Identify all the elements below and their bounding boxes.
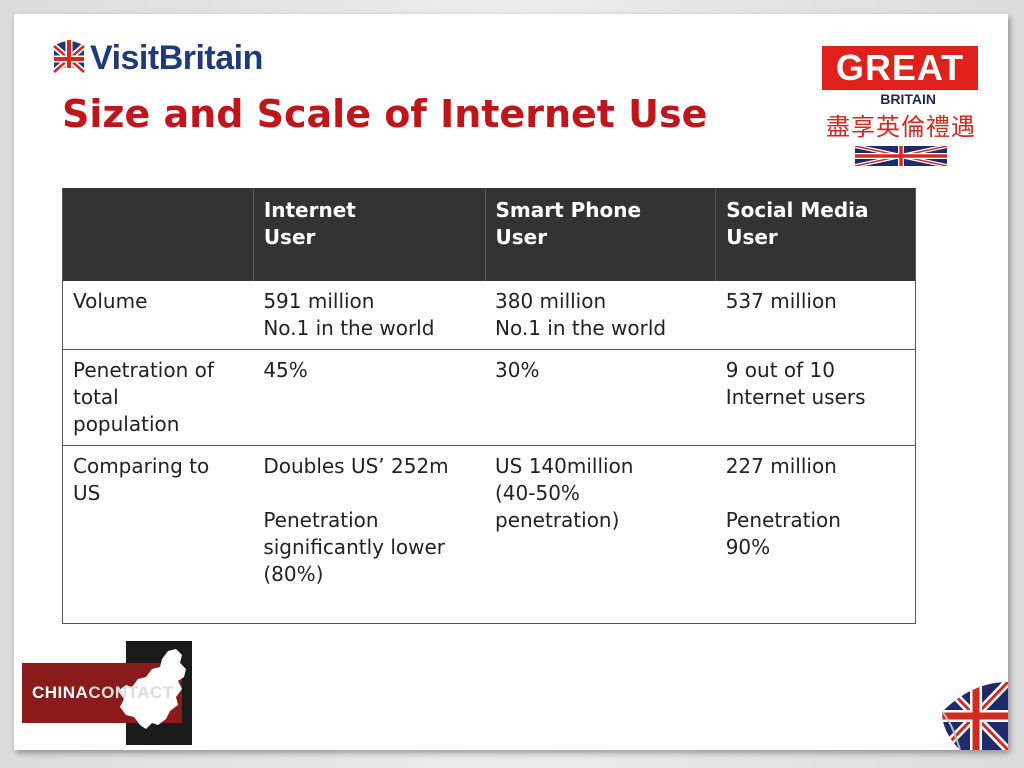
table-header-cell (62, 188, 254, 281)
header-line: Internet (263, 198, 356, 222)
cell-line: 90% (725, 535, 771, 559)
table-cell: 227 million Penetration 90% (715, 445, 916, 624)
cell-line: (80%) (263, 562, 324, 586)
visitbritain-logo: VisitBritain (52, 38, 263, 78)
header-line: Smart Phone (495, 198, 642, 222)
cell-line: 537 million (725, 289, 837, 313)
union-jack-icon (52, 40, 86, 75)
visitbritain-text: VisitBritain (90, 38, 263, 77)
cell-line: (40-50% (495, 481, 580, 505)
table-row: Volume 591 million No.1 in the world 380… (62, 281, 916, 350)
table-cell: 591 million No.1 in the world (253, 281, 485, 350)
table-cell: US 140million (40-50% penetration) (485, 445, 716, 624)
table-cell: 30% (485, 349, 716, 446)
cell-line: penetration) (495, 508, 620, 532)
great-text: GREAT (822, 46, 978, 90)
cell-line: significantly lower (263, 535, 446, 559)
chinacontact-logo: CHINACONTACT (22, 641, 192, 745)
union-jack-icon (942, 682, 1008, 750)
cell-line: total (73, 385, 119, 409)
britain-text: BRITAIN (880, 91, 936, 107)
cell-line: 227 million (725, 454, 837, 478)
table-cell: 380 million No.1 in the world (485, 281, 716, 350)
chinacontact-text-a: CHINA (32, 683, 89, 702)
table-header-cell: Internet User (252, 188, 485, 281)
table-header-cell: Social Media User (715, 188, 916, 281)
table-cell: Doubles US’ 252m Penetration significant… (253, 445, 485, 624)
cell-line: Penetration of (73, 358, 214, 382)
table-row: Penetration of total population 45% 30% … (62, 349, 916, 446)
row-label: Penetration of total population (62, 349, 254, 446)
header-line: User (263, 225, 316, 249)
table-header-row: Internet User Smart Phone User Social Me… (62, 188, 916, 281)
union-jack-icon (855, 146, 947, 166)
cell-line: 45% (263, 358, 308, 382)
cell-line: Comparing to (73, 454, 210, 478)
internet-use-table: Internet User Smart Phone User Social Me… (62, 188, 916, 624)
cell-spacer (263, 480, 475, 507)
china-map-icon (118, 649, 186, 729)
cell-line: 30% (495, 358, 540, 382)
cell-line: Penetration (725, 508, 841, 532)
cell-line: Internet users (725, 385, 866, 409)
cell-line: No.1 in the world (495, 316, 667, 340)
header-line: Social Media (726, 198, 869, 222)
cell-line: US 140million (495, 454, 634, 478)
cell-line: 380 million (495, 289, 607, 313)
table-header-cell: Smart Phone User (484, 188, 716, 281)
chinacontact-text-b: CONTACT (88, 683, 174, 702)
table-cell: 45% (253, 349, 485, 446)
great-britain-logo: GREAT BRITAIN 盡享英倫禮遇 (822, 46, 980, 184)
row-label: Volume (62, 281, 254, 350)
cell-line: 9 out of 10 (725, 358, 835, 382)
cell-spacer (726, 480, 905, 507)
cell-line: No.1 in the world (263, 316, 435, 340)
header-line: User (726, 225, 778, 249)
slide: VisitBritain Size and Scale of Internet … (14, 14, 1008, 750)
cell-line: US (73, 481, 101, 505)
page-title: Size and Scale of Internet Use (62, 92, 708, 136)
table-cell: 9 out of 10 Internet users (715, 349, 916, 446)
header-line: User (495, 225, 548, 249)
cell-line: Volume (73, 289, 148, 313)
table-row: Comparing to US Doubles US’ 252m Penetra… (62, 445, 916, 624)
cell-line: Penetration (263, 508, 379, 532)
cell-line: 591 million (263, 289, 375, 313)
row-label: Comparing to US (62, 445, 254, 624)
table-cell: 537 million (715, 281, 916, 350)
cell-line: Doubles US’ 252m (263, 454, 449, 478)
chinacontact-text: CHINACONTACT (32, 683, 174, 703)
cell-line: population (73, 412, 180, 436)
chinese-slogan: 盡享英倫禮遇 (826, 113, 976, 141)
